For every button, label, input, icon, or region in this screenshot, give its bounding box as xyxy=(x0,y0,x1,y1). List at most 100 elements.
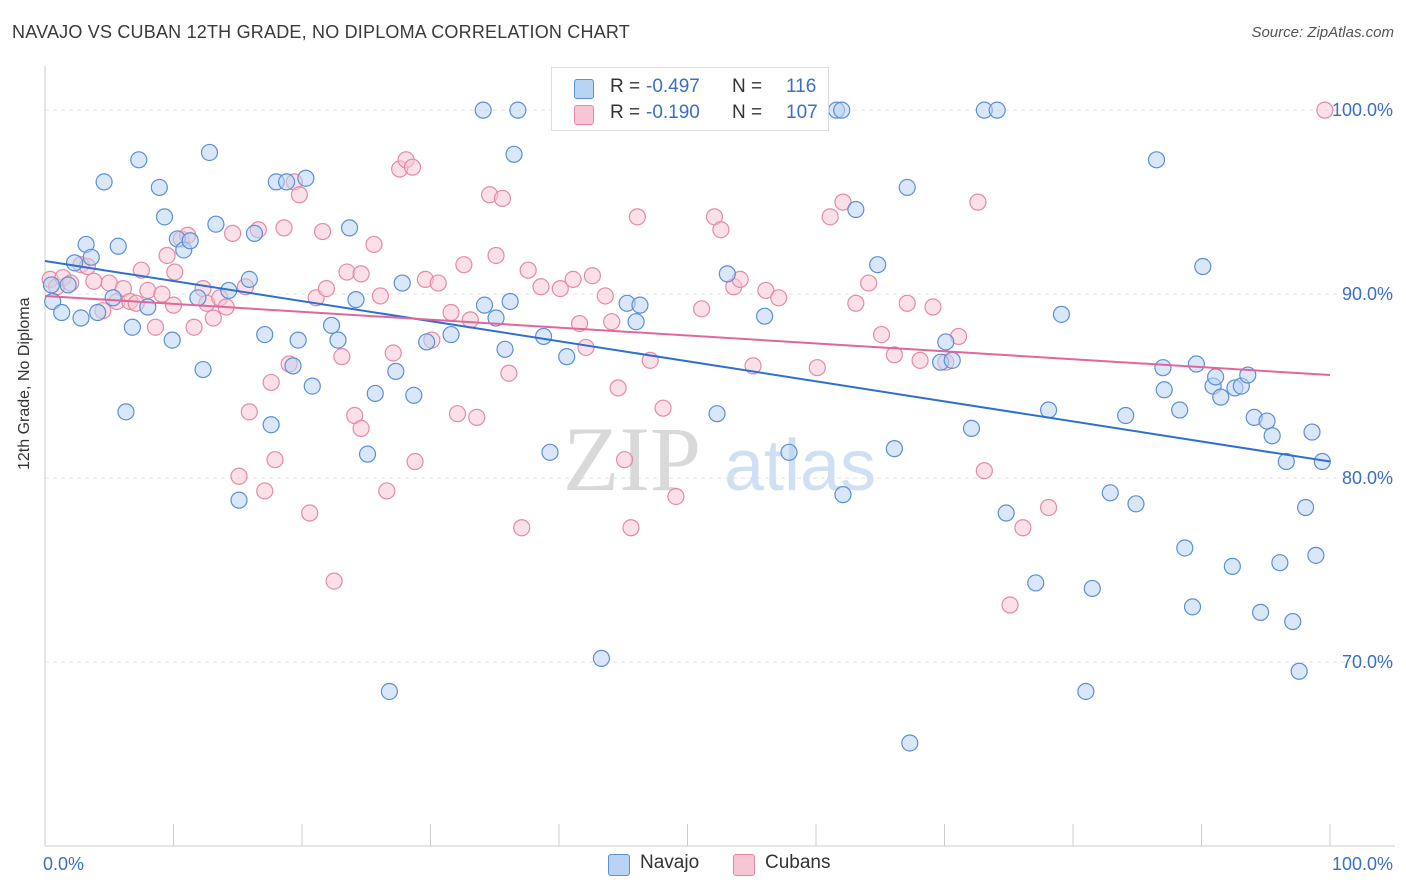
navajo-n-label: N = xyxy=(732,76,763,97)
cubans-point xyxy=(667,487,685,506)
tick-labels: 100.0% 90.0% 80.0% 70.0% 0.0% 100.0% xyxy=(43,100,1393,874)
navajo-point xyxy=(358,445,377,463)
cubans-point xyxy=(403,158,422,176)
navajo-point xyxy=(1183,598,1202,616)
x-tick-label: 100.0% xyxy=(1332,854,1393,874)
navajo-point xyxy=(245,224,264,243)
navajo-point xyxy=(509,101,527,119)
navajo-point xyxy=(322,316,341,334)
navajo-point xyxy=(53,303,71,322)
navajo-point xyxy=(780,443,798,461)
navajo-point xyxy=(104,289,122,307)
cubans-point xyxy=(570,314,589,333)
navajo-swatch xyxy=(574,79,594,99)
cubans-point xyxy=(757,281,775,300)
navajo-point xyxy=(262,416,280,434)
navajo-point xyxy=(1027,574,1045,592)
navajo-point xyxy=(42,276,61,294)
navajo-point xyxy=(501,292,519,311)
cubans-point xyxy=(146,318,165,336)
cubans-point xyxy=(185,318,203,336)
cubans-point xyxy=(256,482,274,500)
cubans-point xyxy=(834,193,852,211)
cubans-point xyxy=(442,303,460,322)
cubans-point xyxy=(204,309,222,327)
cubans-point xyxy=(224,224,242,243)
cubans-point xyxy=(615,451,634,469)
navajo-point xyxy=(1271,554,1289,572)
correlation-legend: R = -0.497 N = 116 R = -0.190 N = 107 xyxy=(551,67,829,131)
cubans-point xyxy=(139,281,157,300)
cubans-point xyxy=(654,399,672,417)
cubans-point xyxy=(628,208,646,226)
navajo-point xyxy=(847,200,865,219)
cubans-point xyxy=(872,325,891,344)
navajo-point xyxy=(284,357,302,375)
cubans-point xyxy=(448,405,467,423)
cubans-point xyxy=(500,364,518,382)
cubans-point xyxy=(493,189,512,208)
navajo-point xyxy=(534,327,553,346)
chart-title: NAVAJO VS CUBAN 12TH GRADE, NO DIPLOMA C… xyxy=(12,22,630,42)
cubans-trend-line xyxy=(44,294,1331,377)
navajo-point xyxy=(194,360,212,379)
cubans-point xyxy=(609,379,627,397)
navajo-point xyxy=(1296,498,1315,517)
cubans-point xyxy=(371,287,389,305)
cubans-point xyxy=(924,298,942,316)
navajo-point xyxy=(117,403,135,421)
cubans-point xyxy=(301,504,319,522)
navajo-point xyxy=(1077,682,1095,701)
cubans-point xyxy=(577,338,595,357)
cubans-point xyxy=(885,346,903,364)
navajo-point xyxy=(163,331,181,349)
cubans-point xyxy=(513,519,531,537)
navajo-point xyxy=(393,274,411,292)
navajo-legend-label: Navajo xyxy=(640,852,700,873)
cubans-point xyxy=(333,348,351,366)
y-tick-label: 80.0% xyxy=(1342,468,1393,488)
navajo-point xyxy=(130,151,148,169)
navajo-point xyxy=(1083,579,1101,598)
cubans-point xyxy=(352,265,370,283)
navajo-point xyxy=(277,173,296,191)
grid-lines xyxy=(45,109,1395,663)
navajo-point xyxy=(1258,412,1276,430)
navajo-point xyxy=(1101,484,1119,502)
navajo-point xyxy=(1155,381,1173,399)
navajo-point xyxy=(89,303,107,322)
watermark-atlas: atlas xyxy=(724,426,876,506)
navajo-point xyxy=(297,169,315,187)
navajo-point xyxy=(230,491,248,509)
cubans-point xyxy=(564,270,582,288)
cubans-point xyxy=(596,287,614,305)
cubans-point xyxy=(911,351,929,369)
navajo-point xyxy=(943,351,961,369)
cubans-point xyxy=(384,344,402,362)
cubans-point xyxy=(532,278,550,296)
x-tick-label: 0.0% xyxy=(43,854,84,874)
navajo-point xyxy=(1039,401,1058,419)
navajo-point xyxy=(72,309,90,327)
cubans-point xyxy=(313,222,332,241)
navajo-point xyxy=(418,333,436,351)
navajo-point xyxy=(366,384,384,403)
navajo-point xyxy=(200,143,219,162)
cubans-point xyxy=(455,256,473,274)
cubans-n-label: N = xyxy=(732,102,763,123)
navajo-r-value: -0.497 xyxy=(646,76,700,97)
navajo-point xyxy=(256,325,274,344)
navajo-point xyxy=(487,309,505,327)
navajo-point xyxy=(1171,401,1189,419)
cubans-point xyxy=(860,274,878,292)
navajo-point xyxy=(329,331,347,349)
navajo-point xyxy=(1212,388,1230,406)
trend-lines xyxy=(44,260,1331,463)
navajo-n-value: 116 xyxy=(786,76,817,97)
cubans-legend-label: Cubans xyxy=(765,852,831,873)
navajo-point xyxy=(505,145,523,163)
navajo-point xyxy=(1194,257,1212,276)
cubans-point xyxy=(808,359,826,377)
navajo-point xyxy=(1252,603,1270,621)
